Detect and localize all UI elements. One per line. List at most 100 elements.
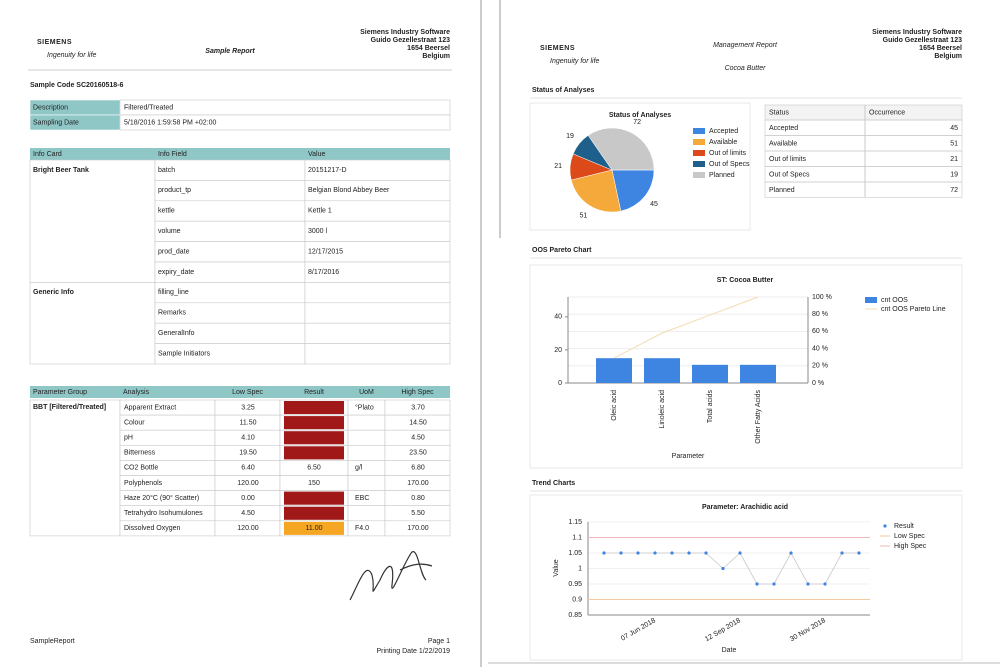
value-cell bbox=[304, 282, 451, 304]
analysis: Haze 20°C (90° Scatter) bbox=[124, 494, 199, 502]
pie-slice bbox=[611, 169, 655, 212]
info-field: expiry_date bbox=[158, 269, 194, 276]
x-axis-label: Date bbox=[722, 647, 737, 654]
table-header bbox=[764, 104, 963, 121]
tagline: Ingenuity for life bbox=[47, 52, 97, 59]
report-title: Management Report bbox=[713, 42, 778, 49]
pie-slice bbox=[587, 127, 655, 171]
cell bbox=[384, 520, 451, 537]
address-line: 1654 Beersel bbox=[407, 45, 450, 52]
y2-tick-label: 100 % bbox=[812, 294, 832, 301]
summary-label: Description bbox=[33, 104, 68, 111]
low-spec: 11.50 bbox=[240, 419, 257, 426]
info-value: Belgian Blond Abbey Beer bbox=[308, 187, 390, 194]
x-tick-label: Other Fatty Acids bbox=[755, 390, 762, 444]
column-header: Parameter Group bbox=[33, 389, 87, 396]
status-count: 51 bbox=[950, 140, 958, 147]
row bbox=[764, 181, 963, 198]
high-spec: 14.50 bbox=[409, 419, 427, 426]
uom: °Plato bbox=[355, 403, 374, 411]
result-cell bbox=[284, 446, 344, 460]
logo: SIEMENS bbox=[540, 45, 575, 52]
info-field: volume bbox=[158, 228, 181, 235]
legend-label: Available bbox=[709, 139, 737, 146]
pie-label: 45 bbox=[650, 201, 658, 208]
y-tick-label: 0.95 bbox=[568, 581, 582, 588]
uom: g/l bbox=[355, 465, 363, 472]
y-tick-label: 0.85 bbox=[568, 612, 582, 619]
data-point bbox=[602, 551, 606, 555]
pie-label: 19 bbox=[566, 133, 574, 140]
group-cell bbox=[29, 399, 121, 537]
info-field: prod_date bbox=[158, 248, 190, 255]
data-point bbox=[857, 551, 861, 555]
table-header bbox=[30, 386, 450, 398]
group-cell bbox=[29, 282, 156, 365]
analysis: Apparent Extract bbox=[124, 404, 176, 411]
bar bbox=[692, 364, 728, 383]
info-field: filling_line bbox=[158, 289, 189, 296]
chart-title: Status of Analyses bbox=[609, 112, 671, 119]
sample-code: Sample Code SC20160518-6 bbox=[30, 82, 123, 89]
high-spec: 4.50 bbox=[411, 435, 425, 442]
low-spec: 0.00 bbox=[241, 495, 255, 502]
summary-value: 5/18/2016 1:59:58 PM +02:00 bbox=[124, 119, 217, 126]
cell bbox=[119, 429, 216, 446]
data-point bbox=[738, 551, 742, 555]
low-spec: 4.50 bbox=[241, 510, 255, 517]
group-cell bbox=[29, 159, 156, 283]
info-field: GeneralInfo bbox=[158, 330, 195, 337]
info-field: batch bbox=[158, 167, 175, 174]
x-axis-label: Parameter bbox=[672, 453, 705, 460]
status-name: Available bbox=[769, 140, 797, 147]
field-cell bbox=[154, 200, 306, 222]
low-spec: 120.00 bbox=[237, 480, 259, 487]
result-cell bbox=[284, 416, 344, 430]
table-header bbox=[30, 148, 450, 160]
legend-swatch bbox=[865, 297, 877, 303]
uom: F4.0 bbox=[355, 525, 369, 532]
address-line: Siemens Industry Software bbox=[360, 29, 450, 36]
chart-title: Parameter: Arachidic acid bbox=[702, 504, 788, 511]
info-value: 8/17/2016 bbox=[308, 269, 339, 276]
data-point bbox=[840, 551, 844, 555]
bar bbox=[644, 358, 680, 383]
legend-swatch bbox=[693, 172, 705, 178]
y-tick-label: 1.1 bbox=[572, 534, 582, 541]
address-line: Belgium bbox=[422, 53, 450, 60]
data-point bbox=[721, 566, 725, 571]
data-point bbox=[619, 551, 623, 555]
column-header: Info Field bbox=[158, 151, 187, 158]
legend-label: High Spec bbox=[894, 543, 927, 550]
summary-label: Sampling Date bbox=[33, 119, 79, 126]
high-spec: 23.50 bbox=[409, 450, 427, 457]
legend-label: cnt OOS Pareto Line bbox=[881, 306, 946, 313]
report-title: Sample Report bbox=[205, 48, 255, 55]
legend-label: Out of limits bbox=[709, 150, 746, 157]
y-tick-label: 0.9 bbox=[572, 596, 582, 603]
status-name: Planned bbox=[769, 187, 795, 194]
info-value: 20151217-D bbox=[308, 167, 347, 174]
status-name: Accepted bbox=[769, 125, 798, 132]
legend-label: Accepted bbox=[709, 128, 738, 135]
data-point bbox=[636, 551, 640, 555]
high-spec: 5.50 bbox=[411, 510, 425, 517]
pie-slice bbox=[570, 169, 622, 213]
pie-label: 51 bbox=[579, 213, 587, 220]
data-point bbox=[687, 551, 691, 555]
chart-box bbox=[529, 494, 963, 661]
legend-swatch bbox=[693, 139, 705, 145]
chart-title: ST: Cocoa Butter bbox=[717, 277, 774, 284]
column-header: Occurrence bbox=[869, 109, 905, 116]
cell bbox=[347, 444, 386, 461]
cell bbox=[347, 475, 386, 491]
data-point bbox=[670, 551, 674, 555]
y-tick-label: 1.05 bbox=[568, 550, 582, 557]
result-cell bbox=[284, 506, 344, 520]
address-line: Guido Gezellestraat 123 bbox=[883, 37, 962, 44]
summary-value: Filtered/Treated bbox=[124, 104, 173, 111]
value-cell bbox=[304, 322, 451, 344]
address-line: 1654 Beersel bbox=[919, 45, 962, 52]
